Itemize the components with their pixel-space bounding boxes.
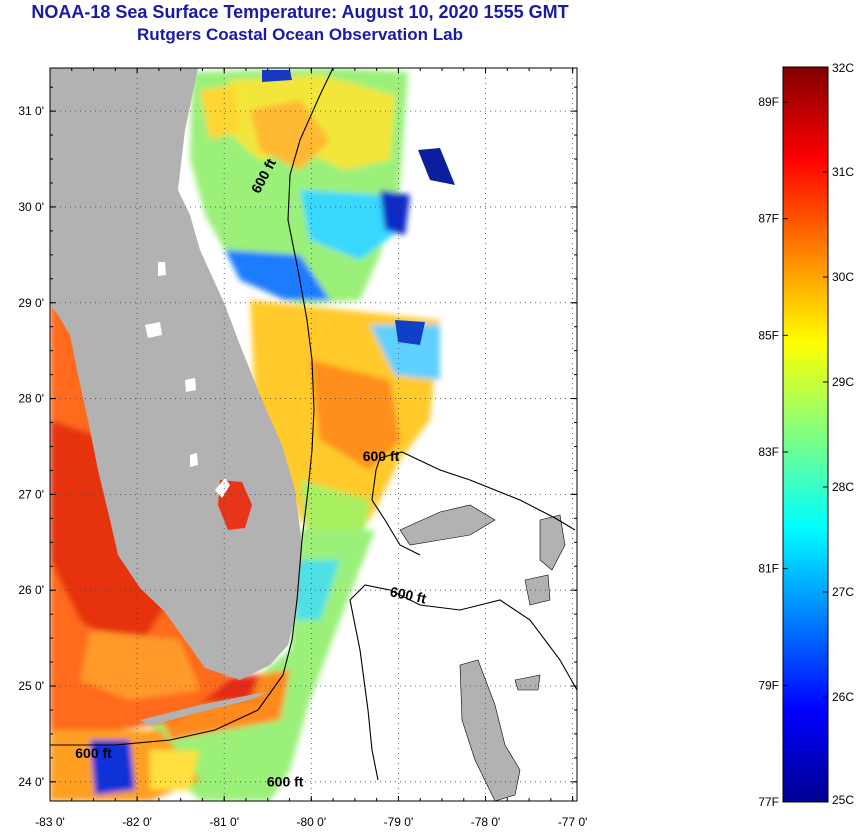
lat-tick-label: 26 0' [18,583,44,597]
map-subtitle: Rutgers Coastal Ocean Observation Lab [137,25,463,44]
contour-label-600ft: 600 ft [267,774,304,790]
contour-label-600ft: 600 ft [363,448,400,464]
lat-tick-label: 29 0' [18,296,44,310]
lat-tick-label: 27 0' [18,487,44,501]
colorbar-fahrenheit-label: 83F [758,445,779,459]
lon-tick-label: -81 0' [209,815,239,829]
colorbar-celsius-label: 32C [832,61,854,75]
colorbar-fahrenheit-label: 79F [758,678,779,692]
colorbar-fahrenheit-label: 87F [758,212,779,226]
lat-tick-label: 25 0' [18,679,44,693]
land-bahamas [399,504,566,801]
longitude-axis: -83 0' -82 0' -81 0' -80 0' -79 0' -78 0' -77 … [35,815,587,829]
colorbar-celsius-label: 31C [832,165,854,179]
land-florida-keys [140,692,268,726]
map-title: NOAA-18 Sea Surface Temperature: August … [31,2,569,22]
map-frame [49,67,578,802]
colorbar-celsius-label: 27C [832,585,854,599]
lat-tick-label: 30 0' [18,200,44,214]
latitude-axis: 24 0' 25 0' 26 0' 27 0' 28 0' 29 0' 30 0' 31 0' [18,104,44,789]
lon-tick-label: -80 0' [296,815,326,829]
colorbar-ticks: 32C 31C 30C 29C 28C 27C 26C 25C 89F 87F 85F 83F 81F 7… [758,61,854,809]
lon-tick-label: -82 0' [122,815,152,829]
contour-600ft [50,68,334,746]
colorbar [782,66,829,803]
colorbar-celsius-label: 26C [832,690,854,704]
colorbar-celsius-label: 29C [832,375,854,389]
contour-label-600ft: 600 ft [389,583,428,606]
colorbar-fahrenheit-label: 89F [758,95,779,109]
sst-cold-patches [262,70,455,345]
axis-ticks [49,68,577,801]
lon-tick-label: -83 0' [35,815,65,829]
colorbar-fahrenheit-label: 81F [758,562,779,576]
sst-swath-north [190,68,410,305]
lat-tick-label: 24 0' [18,775,44,789]
lat-tick-label: 31 0' [18,104,44,118]
colorbar-celsius-label: 25C [832,793,854,807]
contour-label-600ft: 600 ft [75,745,112,761]
lake-okeechobee [218,480,252,530]
inland-lakes [145,262,198,467]
graticule [50,68,577,801]
colorbar-fahrenheit-label: 77F [758,795,779,809]
colorbar-fahrenheit-label: 85F [758,328,779,342]
lat-tick-label: 28 0' [18,392,44,406]
lon-tick-label: -78 0' [471,815,501,829]
colorbar-celsius-label: 30C [832,270,854,284]
colorbar-celsius-label: 28C [832,480,854,494]
lon-tick-label: -79 0' [384,815,414,829]
lon-tick-label: -77 0' [558,815,588,829]
